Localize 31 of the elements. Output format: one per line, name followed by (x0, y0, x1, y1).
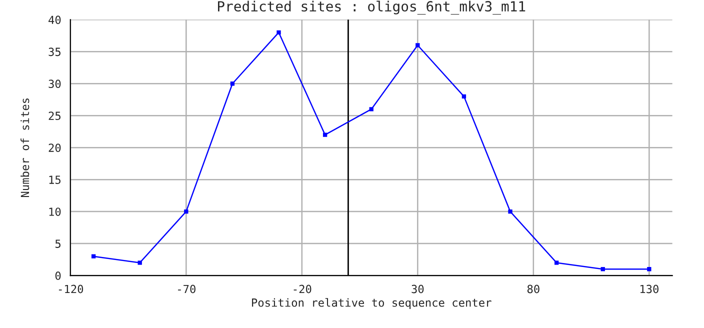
point (184, 209, 188, 214)
y-tick-label: 0 (55, 272, 61, 280)
x-tick-label: -20 (294, 284, 312, 294)
point (91, 254, 96, 258)
y-tick-label: 40 (48, 16, 61, 24)
point (647, 267, 652, 272)
x-tick-label: -70 (178, 284, 196, 294)
y-tick-label: 30 (48, 80, 61, 88)
point (600, 267, 605, 272)
y-tick-label: 25 (48, 112, 60, 120)
y-tick-label: 5 (55, 240, 60, 248)
point (462, 94, 466, 99)
x-axis-title: Position relative to sequence center (252, 298, 492, 309)
point (369, 107, 374, 112)
point (554, 260, 559, 265)
chart-title: Predicted sites : oligos_6nt_mkv3_m11 (218, 0, 526, 15)
y-axis-title: Number of sites (20, 98, 30, 198)
point (276, 30, 281, 35)
x-tick-label: 80 (527, 284, 540, 294)
point (138, 260, 142, 265)
y-tick-label: 10 (49, 208, 61, 216)
point (508, 209, 512, 214)
point (416, 43, 420, 48)
y-tick-label: 20 (48, 144, 61, 152)
x-tick-label: 130 (640, 284, 658, 294)
point (322, 132, 328, 137)
y-tick-label: 15 (49, 176, 60, 184)
x-tick-label: 30 (412, 284, 424, 294)
x-tick-label: -120 (58, 284, 84, 294)
y-tick-label: 35 (48, 48, 60, 56)
point (230, 82, 235, 86)
